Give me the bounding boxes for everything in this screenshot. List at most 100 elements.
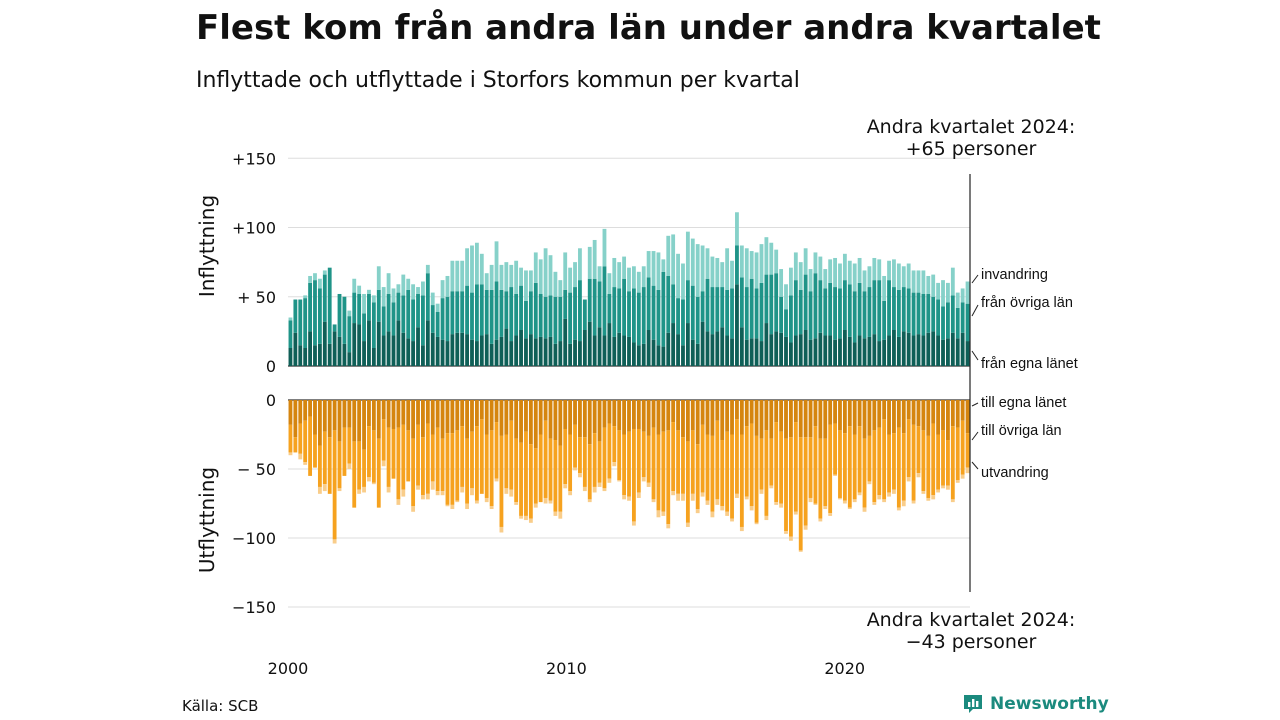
bar-out-2	[676, 493, 680, 501]
bar-out-0	[425, 400, 430, 424]
bar-out-2	[960, 474, 965, 479]
bar-out-1	[744, 426, 749, 497]
bar-in-2	[465, 248, 469, 286]
bar-out-0	[528, 400, 533, 445]
bar-in-0	[371, 348, 376, 366]
bar-in-2	[631, 266, 636, 289]
bar-in-2	[494, 241, 499, 282]
bar-in-0	[651, 339, 656, 367]
bar-out-1	[695, 444, 700, 510]
bar-in-2	[425, 264, 430, 274]
annotation-in-line1: Andra kvartalet 2024:	[867, 116, 1076, 138]
bar-in-2	[803, 248, 808, 275]
brand-logo: Newsworthy	[962, 693, 1109, 715]
bar-in-0	[911, 335, 916, 366]
bar-in-0	[504, 328, 509, 367]
bar-in-2	[386, 273, 391, 294]
bar-in-0	[416, 327, 420, 366]
bar-in-2	[450, 260, 455, 292]
bar-out-1	[936, 434, 941, 490]
bar-out-0	[730, 400, 734, 435]
bar-out-1	[676, 430, 680, 494]
bar-out-0	[504, 400, 509, 435]
bar-in-1	[322, 274, 327, 322]
bar-out-2	[357, 489, 362, 494]
bar-out-0	[705, 400, 710, 435]
bar-out-0	[641, 400, 646, 432]
bar-in-0	[450, 334, 455, 366]
bar-out-2	[646, 482, 651, 487]
bar-out-2	[936, 489, 941, 493]
bar-in-2	[352, 278, 357, 293]
bar-out-2	[617, 480, 622, 482]
bar-in-0	[842, 329, 847, 366]
bar-out-1	[852, 434, 857, 500]
bar-in-0	[568, 343, 573, 366]
bar-in-2	[533, 252, 538, 283]
bar-out-1	[347, 427, 352, 464]
bar-out-0	[631, 400, 636, 429]
bar-in-1	[720, 287, 725, 328]
bar-in-2	[916, 270, 921, 293]
bar-in-0	[892, 329, 896, 366]
bar-out-0	[288, 400, 293, 425]
bar-in-1	[744, 287, 749, 340]
bar-in-2	[396, 284, 401, 293]
bar-out-1	[901, 433, 906, 501]
bar-in-1	[617, 288, 622, 333]
bar-out-0	[401, 400, 406, 425]
bar-out-0	[823, 400, 828, 439]
y-tick-label-out: −100	[232, 529, 276, 548]
bar-out-1	[950, 426, 955, 500]
bar-out-1	[499, 435, 504, 527]
bar-out-0	[906, 400, 911, 420]
bar-in-1	[715, 287, 720, 332]
bar-in-2	[833, 257, 837, 288]
bar-out-0	[543, 400, 548, 421]
bar-in-0	[759, 341, 764, 366]
bar-in-1	[882, 300, 887, 340]
bar-out-0	[371, 400, 376, 431]
bar-out-1	[857, 426, 862, 493]
bar-out-1	[798, 437, 803, 551]
bar-in-0	[666, 332, 671, 366]
bar-in-0	[661, 346, 666, 366]
bar-in-2	[563, 252, 568, 290]
bar-in-2	[926, 275, 931, 294]
bar-in-2	[867, 266, 872, 288]
bar-out-0	[308, 400, 312, 417]
bar-in-1	[813, 273, 818, 339]
bar-out-0	[440, 400, 445, 439]
bar-out-2	[288, 452, 293, 456]
bar-out-1	[720, 440, 725, 507]
bar-out-1	[661, 431, 666, 512]
bar-in-1	[931, 296, 936, 332]
bar-out-1	[317, 445, 322, 487]
bar-out-2	[779, 503, 784, 508]
bar-out-1	[494, 422, 499, 479]
bar-in-1	[779, 296, 784, 333]
bar-out-2	[725, 511, 730, 516]
bar-in-2	[710, 256, 715, 288]
bar-out-0	[710, 400, 715, 436]
bar-out-2	[715, 499, 720, 505]
bar-in-2	[391, 288, 396, 303]
bar-out-2	[381, 460, 386, 467]
bar-out-2	[739, 526, 744, 532]
bar-out-1	[916, 426, 921, 474]
bar-out-0	[833, 400, 837, 424]
bar-out-0	[558, 400, 563, 446]
bar-out-1	[582, 437, 587, 487]
bar-out-2	[808, 497, 813, 503]
bar-in-0	[720, 327, 725, 366]
bar-out-1	[401, 424, 406, 490]
bar-out-2	[401, 489, 406, 497]
x-tick-label: 2010	[546, 659, 587, 678]
bar-in-2	[617, 262, 622, 289]
bar-out-2	[906, 477, 911, 482]
bar-in-0	[612, 336, 617, 367]
bar-out-2	[362, 486, 366, 493]
bar-in-0	[460, 332, 465, 366]
bar-out-1	[793, 422, 798, 512]
bar-in-1	[887, 280, 891, 336]
